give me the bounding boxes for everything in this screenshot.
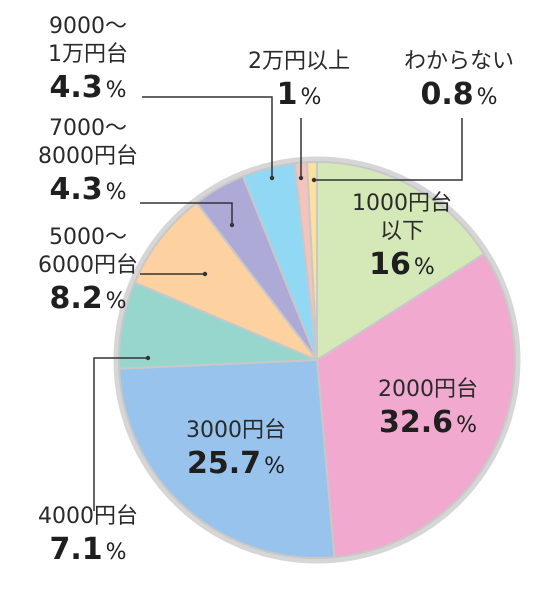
- slice-percent-symbol-3: %: [106, 540, 127, 565]
- slice-percent-value-6: 4.3: [49, 70, 102, 105]
- slice-percent-value-2: 25.7: [187, 446, 261, 481]
- slice-percent-symbol-5: %: [106, 180, 127, 205]
- slice-percent-value-5: 4.3: [49, 172, 102, 207]
- slice-label-0-line-0: 1000円台: [352, 191, 452, 216]
- leader-line-6: [142, 96, 273, 178]
- slice-percent-5: 4.3%: [49, 172, 126, 207]
- slice-percent-6: 4.3%: [49, 70, 126, 105]
- slice-percent-value-4: 8.2: [49, 281, 102, 316]
- slice-percent-symbol-7: %: [300, 85, 321, 110]
- slice-label-6-line-0: 9000～: [49, 14, 127, 39]
- leader-dot-7: [298, 175, 304, 181]
- slice-percent-3: 7.1%: [49, 532, 126, 567]
- slice-percent-2: 25.7%: [187, 446, 285, 481]
- leader-dot-5: [229, 222, 235, 228]
- slice-label-0-line-1: 以下: [380, 219, 424, 244]
- slice-percent-value-1: 32.6: [379, 405, 453, 440]
- leader-line-5: [140, 202, 233, 225]
- slice-label-8-line-0: わからない: [404, 49, 514, 74]
- slice-percent-0: 16%: [369, 247, 435, 282]
- pie-slice-0: [316, 161, 486, 361]
- slice-label-1-line-0: 2000円台: [378, 377, 478, 402]
- slice-label-6-line-1: 1万円台: [48, 42, 128, 67]
- pie-slice-1: [316, 252, 516, 559]
- leader-dot-4: [202, 271, 208, 277]
- leader-dot-6: [269, 175, 275, 181]
- slice-percent-symbol-2: %: [264, 454, 285, 479]
- slice-percent-8: 0.8%: [420, 77, 497, 112]
- slice-percent-value-0: 16: [369, 247, 411, 282]
- leader-dot-3: [145, 355, 151, 361]
- slice-label-2-line-0: 3000円台: [186, 418, 286, 443]
- slice-percent-symbol-6: %: [106, 78, 127, 103]
- pie-slice-4: [133, 201, 318, 361]
- slice-percent-symbol-8: %: [477, 85, 498, 110]
- leader-lines: [93, 96, 463, 511]
- slice-label-7-line-0: 2万円以上: [248, 49, 350, 74]
- slice-label-4-line-1: 6000円台: [38, 253, 138, 278]
- slice-percent-value-8: 0.8: [420, 77, 473, 112]
- slice-label-5-line-0: 7000～: [49, 116, 127, 141]
- pie-outline: [113, 156, 521, 564]
- slice-label-5-line-1: 8000円台: [38, 144, 138, 169]
- slice-label-3-line-0: 4000円台: [38, 504, 138, 529]
- slice-percent-value-7: 1: [277, 77, 298, 112]
- slice-label-4-line-0: 5000～: [49, 225, 127, 250]
- slice-percent-4: 8.2%: [49, 281, 126, 316]
- leader-line-8: [314, 118, 463, 181]
- leader-line-3: [93, 357, 148, 511]
- slice-percent-symbol-4: %: [106, 289, 127, 314]
- slice-percent-1: 32.6%: [379, 405, 477, 440]
- pie-slices: [113, 156, 521, 564]
- slice-percent-value-3: 7.1: [49, 532, 102, 567]
- slice-percent-symbol-1: %: [456, 413, 477, 438]
- slice-percent-symbol-0: %: [414, 255, 435, 280]
- leader-dot-8: [311, 177, 317, 183]
- slice-percent-7: 1%: [277, 77, 322, 112]
- pie-slice-8: [306, 161, 318, 361]
- pie-slice-2: [118, 359, 336, 559]
